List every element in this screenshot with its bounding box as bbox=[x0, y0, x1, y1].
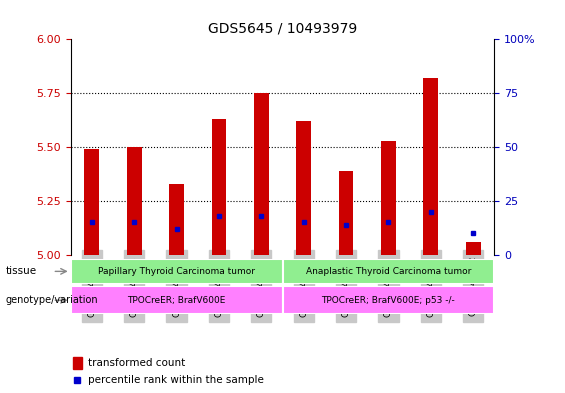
Bar bbox=[73, 357, 82, 369]
Bar bbox=[127, 147, 142, 255]
Text: Papillary Thyroid Carcinoma tumor: Papillary Thyroid Carcinoma tumor bbox=[98, 267, 255, 276]
Text: TPOCreER; BrafV600E; p53 -/-: TPOCreER; BrafV600E; p53 -/- bbox=[321, 296, 455, 305]
Bar bbox=[338, 171, 354, 255]
Bar bbox=[296, 121, 311, 255]
Title: GDS5645 / 10493979: GDS5645 / 10493979 bbox=[208, 21, 357, 35]
Text: tissue: tissue bbox=[6, 266, 37, 276]
Bar bbox=[169, 184, 184, 255]
Bar bbox=[282, 286, 494, 314]
Text: genotype/variation: genotype/variation bbox=[6, 295, 98, 305]
Bar bbox=[282, 259, 494, 284]
Text: percentile rank within the sample: percentile rank within the sample bbox=[88, 375, 263, 385]
Bar bbox=[381, 141, 396, 255]
Bar bbox=[211, 119, 227, 255]
Text: TPOCreER; BrafV600E: TPOCreER; BrafV600E bbox=[127, 296, 226, 305]
Bar bbox=[466, 242, 481, 255]
Bar bbox=[71, 286, 282, 314]
Bar bbox=[84, 149, 99, 255]
Bar bbox=[423, 78, 438, 255]
Bar bbox=[254, 93, 269, 255]
Text: transformed count: transformed count bbox=[88, 358, 185, 368]
Bar bbox=[71, 259, 282, 284]
Text: Anaplastic Thyroid Carcinoma tumor: Anaplastic Thyroid Carcinoma tumor bbox=[306, 267, 471, 276]
